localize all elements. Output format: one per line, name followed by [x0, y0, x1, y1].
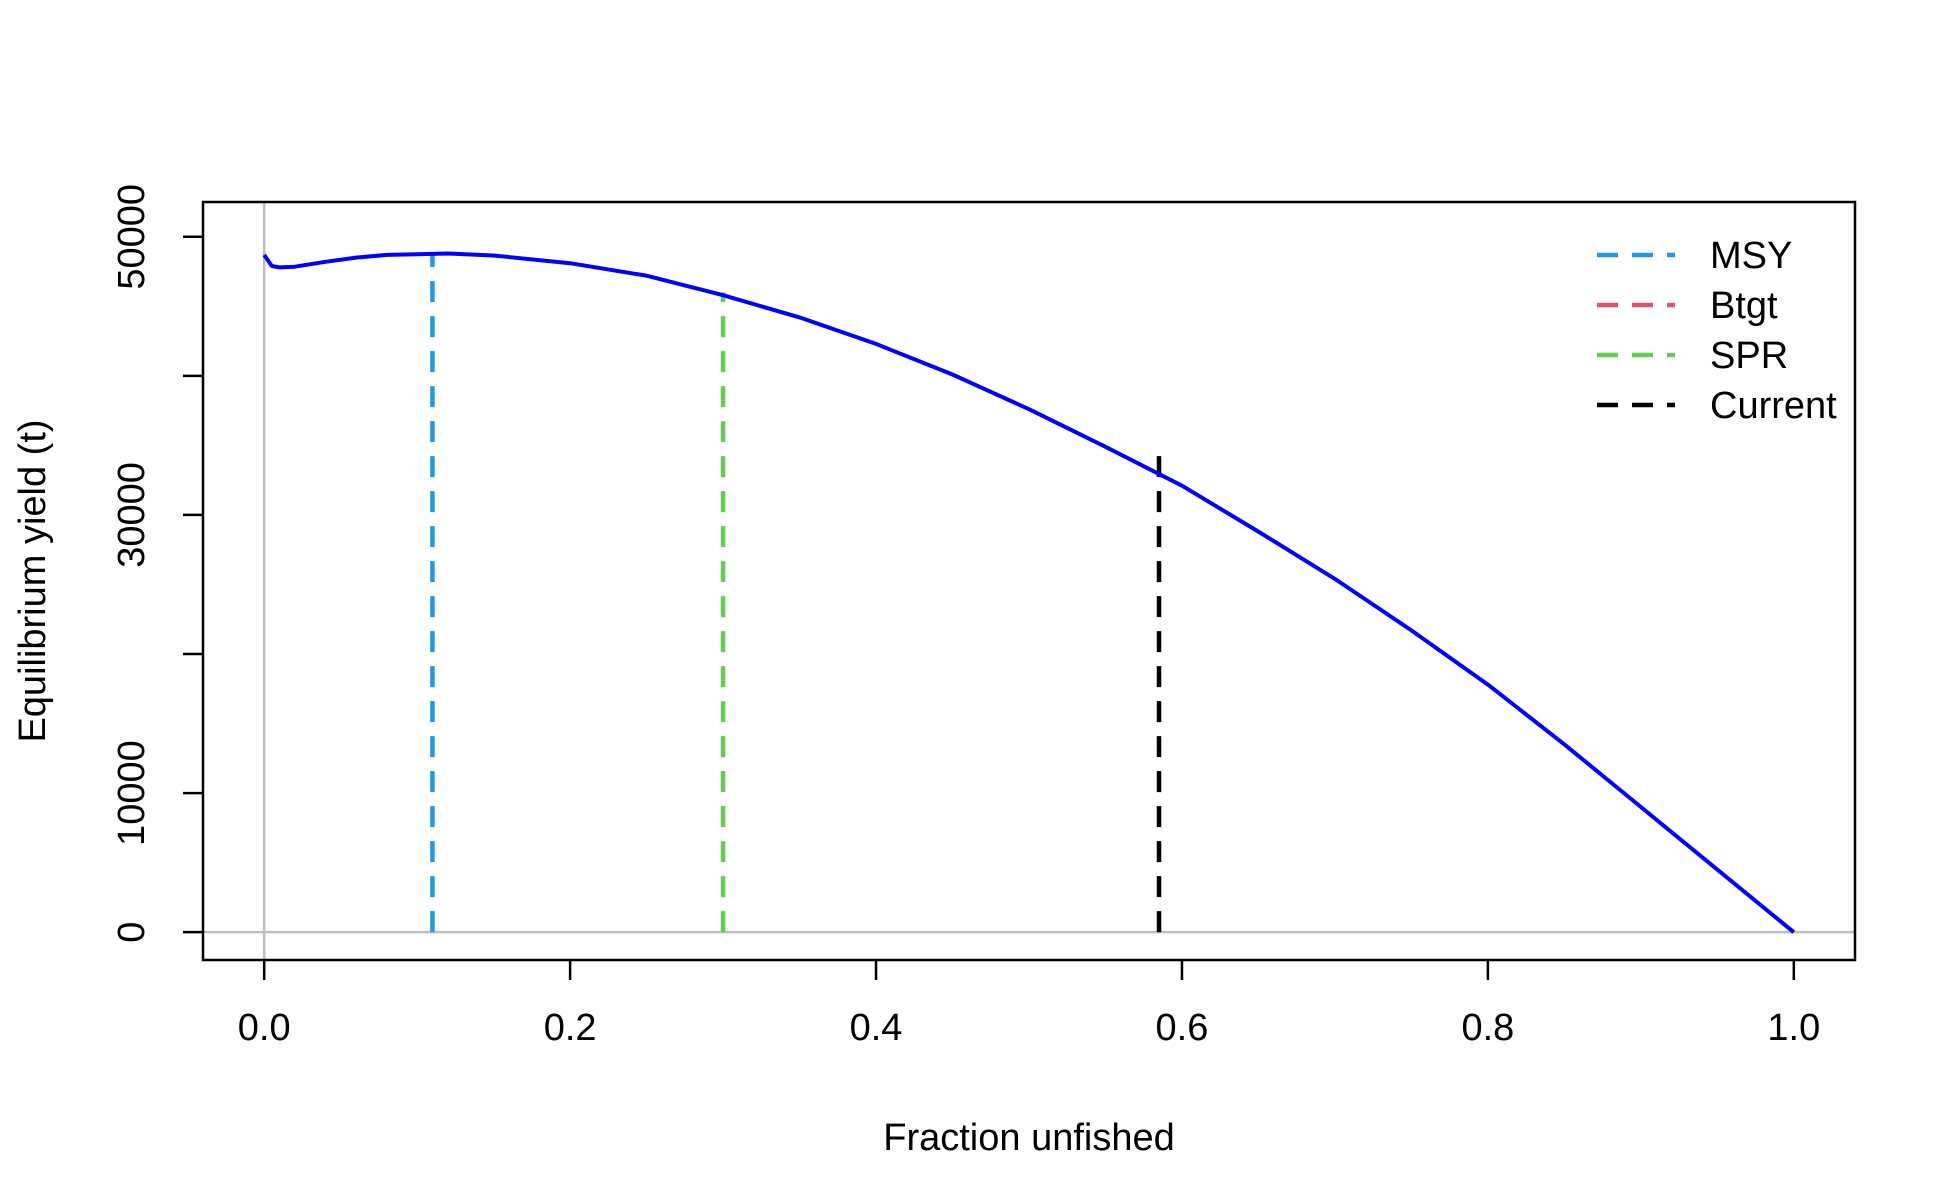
legend-label-msy: MSY [1710, 235, 1792, 277]
legend-label-current: Current [1710, 385, 1837, 427]
y-axis-title: Equilibrium yield (t) [12, 419, 54, 742]
x-axis: 0.0 0.2 0.4 0.6 0.8 1.0 [238, 960, 1820, 1049]
y-tick-label: 50000 [111, 184, 153, 290]
y-tick-label: 0 [111, 922, 153, 943]
reference-lines [203, 202, 1855, 960]
legend-label-spr: SPR [1710, 335, 1788, 377]
x-axis-title: Fraction unfished [883, 1117, 1175, 1159]
x-tick-label: 0.8 [1461, 1007, 1514, 1049]
plot-frame [201, 200, 1857, 962]
x-tick-label: 0.2 [544, 1007, 597, 1049]
series-group [262, 251, 1796, 934]
legend: MSY Btgt SPR Current [1597, 235, 1837, 427]
y-tick-label: 10000 [111, 740, 153, 846]
x-tick-label: 0.0 [238, 1007, 291, 1049]
reference-vertical-lines [430, 254, 1162, 933]
y-axis: 0 10000 30000 50000 [111, 184, 203, 943]
x-tick-label: 0.4 [850, 1007, 903, 1049]
legend-label-btgt: Btgt [1710, 285, 1778, 327]
x-tick-label: 1.0 [1767, 1007, 1820, 1049]
x-tick-label: 0.6 [1156, 1007, 1209, 1049]
series-line-0 [262, 251, 1796, 934]
y-tick-label: 30000 [111, 462, 153, 568]
